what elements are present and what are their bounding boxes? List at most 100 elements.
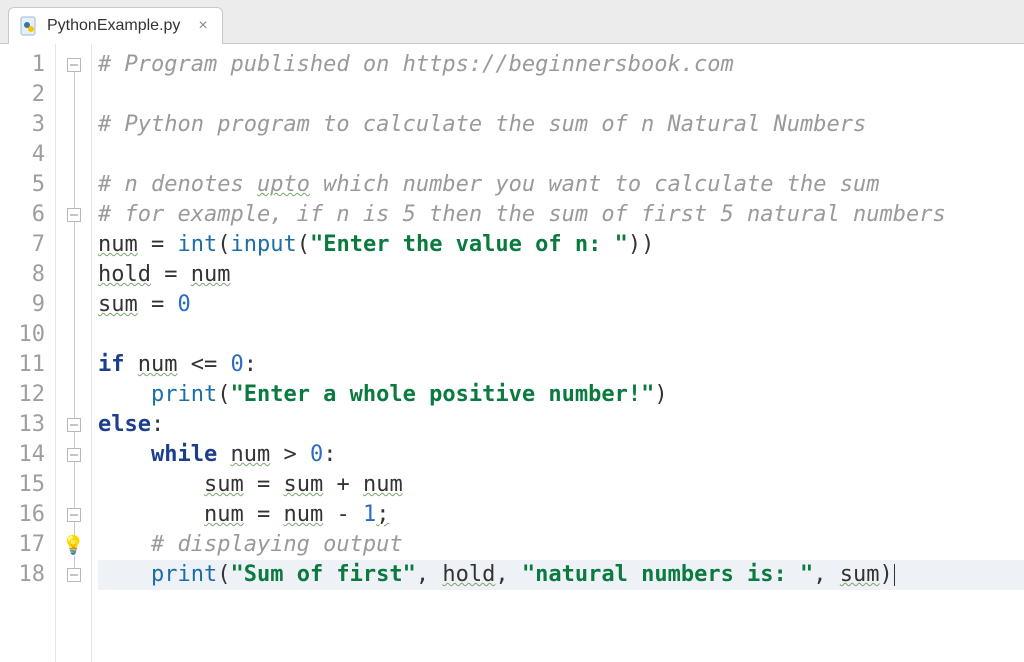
fold-cell	[56, 80, 91, 110]
token-fn: print	[151, 562, 217, 587]
token-ident: hold	[442, 562, 495, 587]
file-tab[interactable]: PythonExample.py ×	[8, 7, 223, 44]
line-number: 12	[0, 380, 55, 410]
code-line[interactable]: num = num - 1;	[98, 500, 1024, 530]
token-sym: =	[151, 262, 191, 287]
token-num: 0	[310, 442, 323, 467]
token-str: "Sum of first"	[230, 562, 415, 587]
fold-column: 💡	[56, 44, 92, 662]
token-ident: num	[283, 502, 323, 527]
token-sym: (	[217, 562, 230, 587]
token-ident: num	[98, 232, 138, 257]
token-ident: num	[230, 442, 270, 467]
token-sym: :	[323, 442, 336, 467]
token-ident: num	[138, 352, 178, 377]
token-ident: hold	[98, 262, 151, 287]
token-com: # displaying output	[151, 532, 403, 557]
code-line[interactable]: if num <= 0:	[98, 350, 1024, 380]
code-line[interactable]: hold = num	[98, 260, 1024, 290]
token-sym: )	[654, 382, 667, 407]
token-num: 0	[230, 352, 243, 377]
file-tab-label: PythonExample.py	[47, 17, 180, 35]
code-line[interactable]	[98, 320, 1024, 350]
code-line[interactable]: else:	[98, 410, 1024, 440]
fold-toggle-icon[interactable]	[67, 508, 81, 522]
code-line[interactable]: print("Sum of first", hold, "natural num…	[98, 560, 1024, 590]
close-tab-icon[interactable]: ×	[198, 17, 207, 35]
line-number: 10	[0, 320, 55, 350]
code-line[interactable]: print("Enter a whole positive number!")	[98, 380, 1024, 410]
code-line[interactable]: # Program published on https://beginners…	[98, 50, 1024, 80]
token-sym: )	[880, 562, 893, 587]
token-sym: =	[244, 502, 284, 527]
line-number: 17	[0, 530, 55, 560]
token-ident: num	[363, 472, 403, 497]
token-kw: if	[98, 352, 125, 377]
line-number: 1	[0, 50, 55, 80]
code-line[interactable]	[98, 80, 1024, 110]
token-fn: print	[151, 382, 217, 407]
line-number: 15	[0, 470, 55, 500]
fold-cell	[56, 200, 91, 230]
token-fn: input	[231, 232, 297, 257]
token-com: which number you want to calculate the s…	[310, 172, 880, 197]
token-kw: else	[98, 412, 151, 437]
token-ident: ;	[376, 502, 389, 527]
line-number: 11	[0, 350, 55, 380]
code-area[interactable]: # Program published on https://beginners…	[92, 44, 1024, 662]
line-number: 13	[0, 410, 55, 440]
fold-cell	[56, 140, 91, 170]
fold-cell	[56, 50, 91, 80]
fold-cell	[56, 320, 91, 350]
token-sym: :	[151, 412, 164, 437]
code-line[interactable]: # for example, if n is 5 then the sum of…	[98, 200, 1024, 230]
fold-cell	[56, 260, 91, 290]
code-line[interactable]: sum = sum + num	[98, 470, 1024, 500]
token-sym: ,	[495, 562, 522, 587]
line-number: 4	[0, 140, 55, 170]
fold-toggle-icon[interactable]	[67, 448, 81, 462]
token-ident: num	[191, 262, 231, 287]
code-line[interactable]: # n denotes upto which number you want t…	[98, 170, 1024, 200]
fold-toggle-icon[interactable]	[67, 208, 81, 222]
python-file-icon	[19, 16, 39, 36]
token-sym: =	[244, 472, 284, 497]
code-line[interactable]: # Python program to calculate the sum of…	[98, 110, 1024, 140]
line-number: 6	[0, 200, 55, 230]
token-com: # Python program to calculate the sum of…	[98, 112, 866, 137]
intention-bulb-icon[interactable]: 💡	[62, 535, 84, 556]
token-sym: >	[270, 442, 310, 467]
fold-cell	[56, 380, 91, 410]
token-fn: int	[178, 232, 218, 257]
fold-cell	[56, 440, 91, 470]
token-sym: :	[244, 352, 257, 377]
token-str: "natural numbers is: "	[522, 562, 813, 587]
code-line[interactable]: sum = 0	[98, 290, 1024, 320]
code-line[interactable]: num = int(input("Enter the value of n: "…	[98, 230, 1024, 260]
fold-cell	[56, 110, 91, 140]
code-line[interactable]: while num > 0:	[98, 440, 1024, 470]
token-sym: =	[138, 292, 178, 317]
fold-cell	[56, 290, 91, 320]
token-sym: (	[217, 382, 230, 407]
line-number: 8	[0, 260, 55, 290]
token-num: 0	[178, 292, 191, 317]
token-sym: ,	[416, 562, 443, 587]
code-line[interactable]: # displaying output	[98, 530, 1024, 560]
line-number: 2	[0, 80, 55, 110]
token-sym: (	[217, 232, 230, 257]
code-line[interactable]	[98, 140, 1024, 170]
code-editor[interactable]: 123456789101112131415161718 💡 # Program …	[0, 44, 1024, 662]
token-com: upto	[257, 172, 310, 197]
token-sym: (	[297, 232, 310, 257]
line-number: 7	[0, 230, 55, 260]
fold-toggle-icon[interactable]	[67, 568, 81, 582]
fold-cell	[56, 560, 91, 590]
fold-cell	[56, 470, 91, 500]
fold-cell	[56, 410, 91, 440]
fold-cell	[56, 350, 91, 380]
fold-toggle-icon[interactable]	[67, 418, 81, 432]
fold-toggle-icon[interactable]	[67, 58, 81, 72]
tab-bar: PythonExample.py ×	[0, 0, 1024, 44]
token-sym: ,	[813, 562, 840, 587]
